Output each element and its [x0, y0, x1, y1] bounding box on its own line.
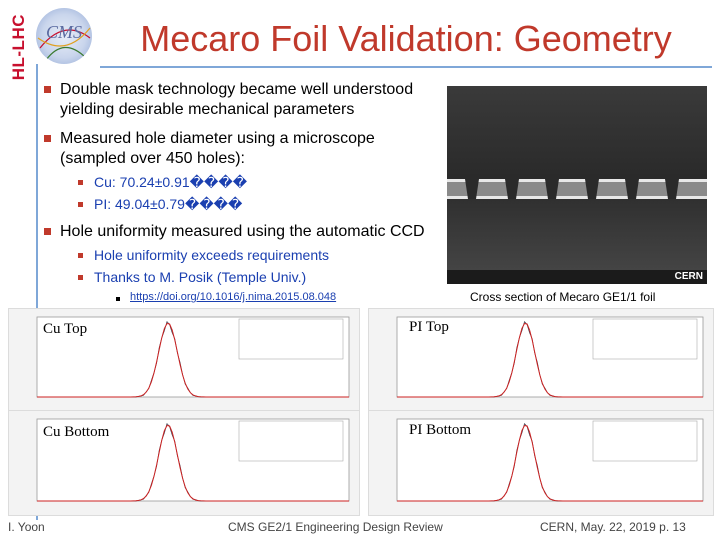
footer-event: CMS GE2/1 Engineering Design Review	[228, 520, 443, 534]
sub-bullet-thanks: Thanks to M. Posik (Temple Univ.)	[78, 268, 306, 286]
sub-bullet-text: Thanks to M. Posik (Temple Univ.)	[94, 269, 307, 285]
gaussian-fit-curve	[397, 322, 703, 398]
cms-logo-text: CMS	[46, 22, 82, 42]
plot-label-cu-bottom: Cu Bottom	[42, 424, 111, 441]
fit-stats-box	[592, 420, 698, 462]
bullet-marker	[44, 86, 51, 93]
bullet-mask-technology: Double mask technology became well under…	[44, 80, 444, 120]
sem-graphic	[447, 86, 707, 270]
cms-logo: CMS	[36, 8, 92, 64]
bullet-marker	[44, 228, 51, 235]
plot-label-cu-top: Cu Top	[42, 321, 89, 338]
fit-stats-box	[592, 318, 698, 360]
hl-lhc-logo: HL-LHC	[6, 6, 36, 88]
sub-bullet-text: Cu: 70.24±0.91����	[94, 174, 248, 190]
reference-marker	[116, 297, 120, 301]
slide-title: Mecaro Foil Validation: Geometry	[140, 18, 672, 59]
footer-date-page: CERN, May. 22, 2019 p. 13	[540, 520, 686, 534]
histogram-plot	[36, 316, 350, 398]
histogram-plot	[396, 418, 704, 502]
sem-info-bar: CERN	[447, 270, 707, 284]
bullet-text: Measured hole diameter using a microscop…	[60, 130, 375, 167]
left-rule	[36, 64, 38, 520]
footer-author: I. Yoon	[8, 520, 45, 534]
plot-label-pi-top: PI Top	[408, 319, 450, 336]
gaussian-fit-curve	[37, 322, 349, 398]
histogram-pi-bottom	[368, 410, 714, 516]
title-bar: Mecaro Foil Validation: Geometry	[100, 12, 712, 68]
bullet-marker	[44, 135, 51, 142]
fit-stats-box	[238, 318, 344, 360]
bullet-text: Hole uniformity measured using the autom…	[60, 223, 425, 240]
sem-cross-section-image: CERN	[447, 86, 707, 284]
cern-brand: CERN	[674, 271, 703, 282]
bullet-hole-uniformity: Hole uniformity measured using the autom…	[44, 222, 444, 242]
reference-link[interactable]: https://doi.org/10.1016/j.nima.2015.08.0…	[130, 291, 337, 303]
reference-item: https://doi.org/10.1016/j.nima.2015.08.0…	[116, 291, 336, 303]
bullet-hole-diameter: Measured hole diameter using a microscop…	[44, 129, 444, 169]
sub-bullet-marker	[78, 180, 83, 185]
gaussian-fit-curve	[37, 424, 349, 502]
sub-bullet-pi-diameter: PI: 49.04±0.79����	[78, 195, 242, 213]
sub-bullet-text: PI: 49.04±0.79����	[94, 196, 243, 212]
hl-lhc-logo-text: HL-LHC	[9, 14, 28, 81]
fit-stats-box	[238, 420, 344, 462]
sub-bullet-marker	[78, 202, 83, 207]
sub-bullet-uniformity: Hole uniformity exceeds requirements	[78, 246, 329, 264]
sub-bullet-text: Hole uniformity exceeds requirements	[94, 247, 329, 263]
gaussian-fit-curve	[397, 424, 703, 502]
sub-bullet-cu-diameter: Cu: 70.24±0.91����	[78, 173, 247, 191]
histogram-pi-top	[368, 308, 714, 412]
plot-label-pi-bottom: PI Bottom	[408, 422, 473, 439]
sub-bullet-marker	[78, 275, 83, 280]
sub-bullet-marker	[78, 253, 83, 258]
bullet-text: Double mask technology became well under…	[60, 81, 414, 118]
sem-caption: Cross section of Mecaro GE1/1 foil	[470, 290, 656, 304]
